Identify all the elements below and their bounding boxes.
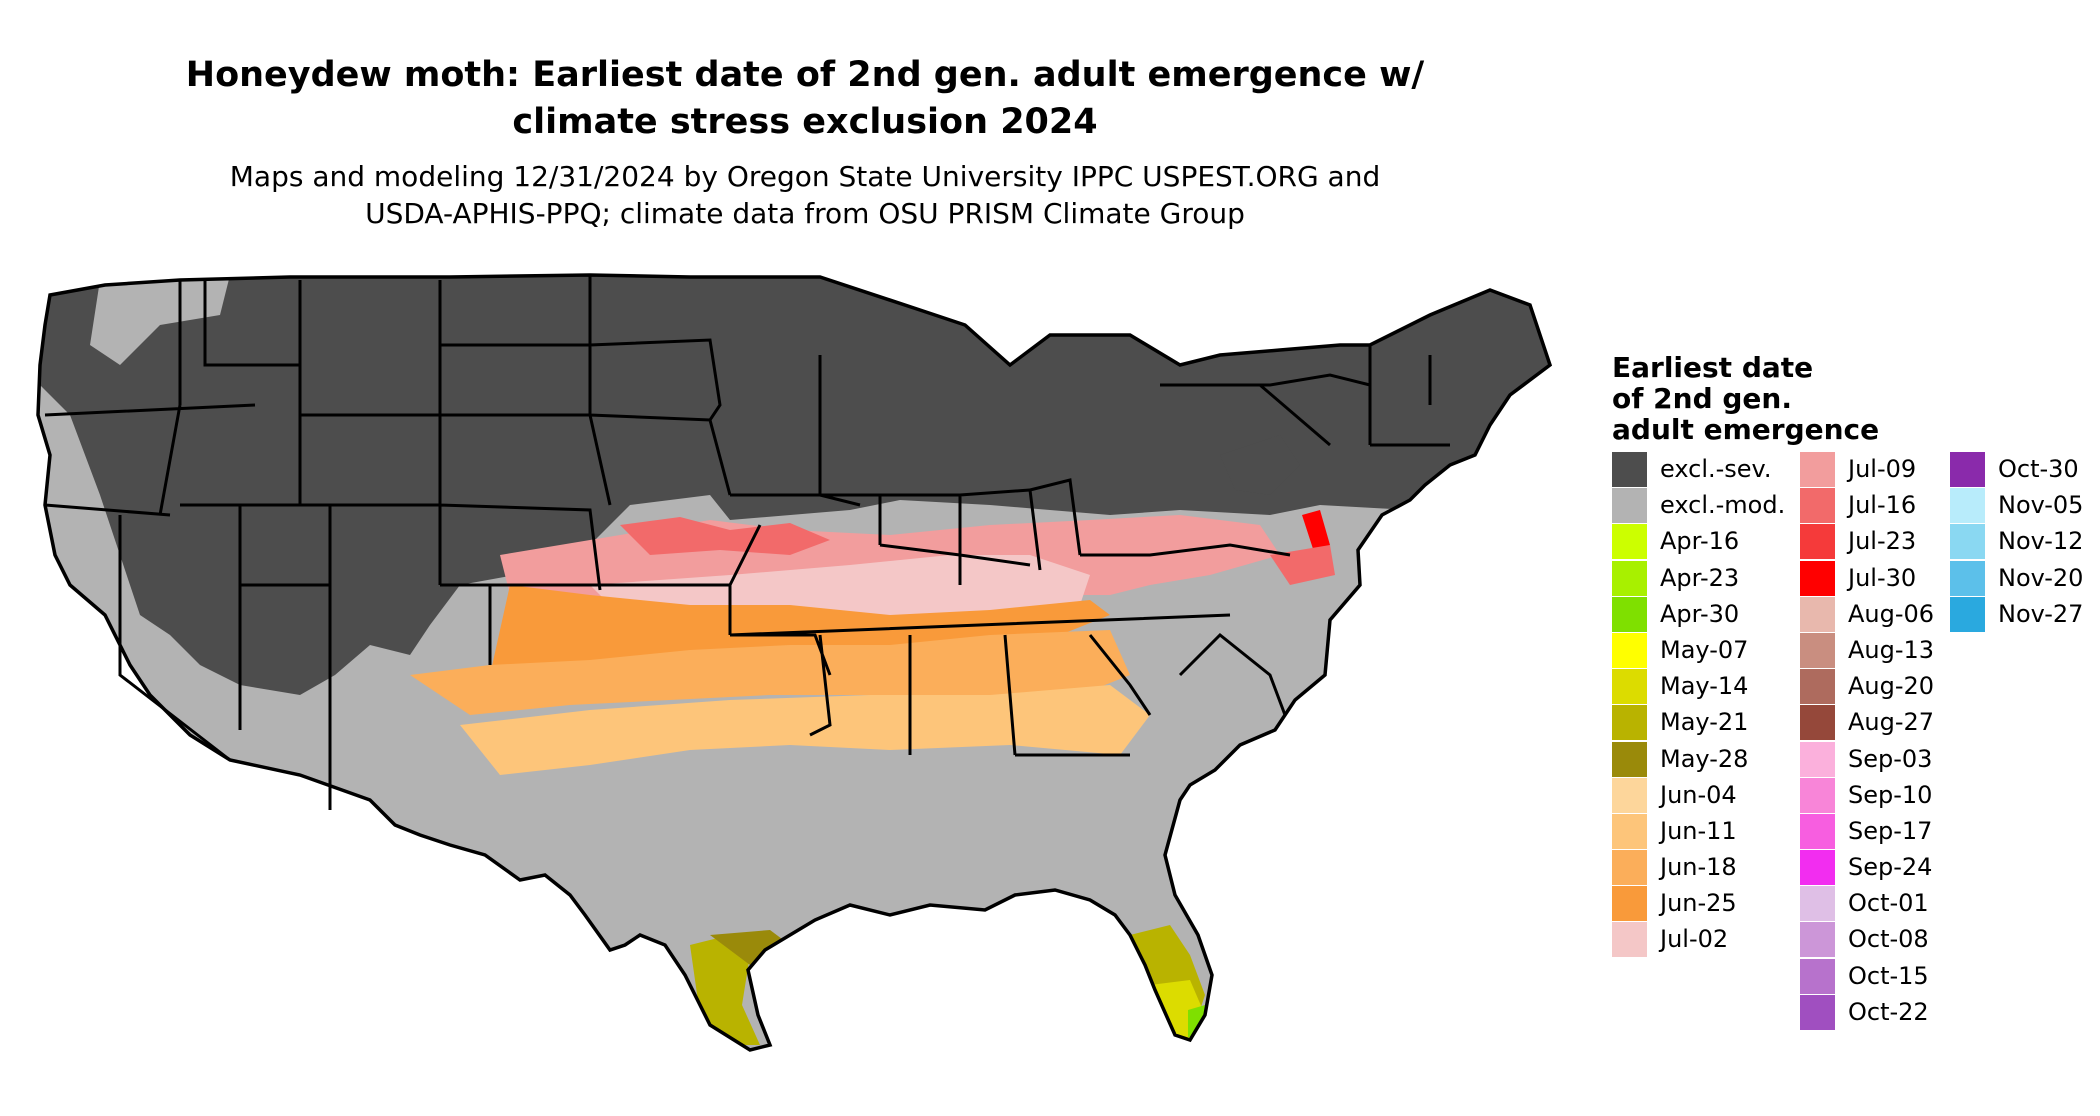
legend-label: Oct-22 <box>1848 997 1929 1026</box>
legend-swatch <box>1800 596 1835 632</box>
legend-swatch <box>1950 596 1985 632</box>
legend-label: Jul-02 <box>1660 925 1729 954</box>
legend-swatch <box>1612 741 1647 777</box>
legend-label: Jul-30 <box>1848 563 1917 592</box>
legend-label: Aug-13 <box>1848 635 1935 664</box>
band-may-28-tx <box>710 930 790 965</box>
legend-label: excl.-mod. <box>1660 491 1786 520</box>
legend-label: Sep-03 <box>1848 744 1933 773</box>
subtitle-line-2: USDA-APHIS-PPQ; climate data from OSU PR… <box>365 197 1245 230</box>
legend-label: Jun-18 <box>1660 853 1737 882</box>
legend-label: Nov-27 <box>1998 599 2084 628</box>
legend-swatch <box>1950 452 1985 487</box>
legend-swatch <box>1800 886 1835 922</box>
map-subtitle: Maps and modeling 12/31/2024 by Oregon S… <box>0 158 1610 232</box>
legend-label: Jul-23 <box>1848 527 1917 556</box>
legend-label: Sep-10 <box>1848 780 1933 809</box>
map-title: Honeydew moth: Earliest date of 2nd gen.… <box>0 52 1610 146</box>
legend-label: May-28 <box>1660 744 1749 773</box>
legend-title: Earliest date of 2nd gen. adult emergenc… <box>1612 352 1879 445</box>
legend-swatch <box>1612 524 1647 560</box>
legend-swatch <box>1612 488 1647 524</box>
excl-sev-appalachia <box>1220 435 1300 495</box>
legend-swatch <box>1612 850 1647 886</box>
title-line-1: Honeydew moth: Earliest date of 2nd gen.… <box>185 55 1425 95</box>
title-line-2: climate stress exclusion 2024 <box>512 102 1098 142</box>
legend-swatch <box>1800 452 1835 487</box>
legend-label: Apr-23 <box>1660 563 1740 592</box>
legend-label: May-21 <box>1660 708 1749 737</box>
legend-label: Jul-09 <box>1848 455 1917 483</box>
legend-label: Oct-15 <box>1848 961 1929 990</box>
legend-swatch <box>1800 560 1835 596</box>
legend-swatch <box>1612 886 1647 922</box>
legend-swatch <box>1800 488 1835 524</box>
legend-label: Jun-11 <box>1660 816 1737 845</box>
legend-swatch <box>1612 596 1647 632</box>
legend-label: Nov-05 <box>1998 491 2084 520</box>
legend-label: Oct-01 <box>1848 889 1929 918</box>
us-map <box>36 273 1552 1052</box>
legend-swatch <box>1612 705 1647 741</box>
band-jun-25 <box>490 585 1110 675</box>
legend-label: Sep-17 <box>1848 816 1933 845</box>
legend-label: May-14 <box>1660 672 1749 701</box>
band-delmarva <box>1302 510 1330 555</box>
excl-sev-region <box>38 275 1550 695</box>
legend-swatch <box>1612 813 1647 849</box>
legend-label: Sep-24 <box>1848 853 1933 882</box>
legend-title-line-3: adult emergence <box>1612 413 1880 446</box>
legend-label: Oct-30 <box>1998 455 2079 483</box>
legend-label: Nov-20 <box>1998 563 2084 592</box>
subtitle-line-1: Maps and modeling 12/31/2024 by Oregon S… <box>229 160 1381 193</box>
legend-label: Jun-04 <box>1660 780 1737 809</box>
legend-label: Jun-25 <box>1660 889 1737 918</box>
legend-swatch <box>1612 452 1647 487</box>
legend-swatch <box>1950 560 1985 596</box>
legend-label: excl.-sev. <box>1660 455 1772 483</box>
legend-label: Oct-08 <box>1848 925 1929 954</box>
legend-swatch <box>1612 560 1647 596</box>
legend-title-line-2: of 2nd gen. <box>1612 382 1792 415</box>
band-jun-11 <box>460 685 1150 775</box>
excl-mod-nw <box>90 275 230 365</box>
legend-swatch <box>1950 488 1985 524</box>
legend-label: Jul-16 <box>1848 491 1917 520</box>
legend-swatch <box>1612 669 1647 705</box>
legend-swatch <box>1800 777 1835 813</box>
legend-swatch <box>1800 813 1835 849</box>
legend-title-line-1: Earliest date <box>1612 351 1814 384</box>
band-jul-dark <box>620 517 830 555</box>
legend-swatch <box>1800 705 1835 741</box>
band-jun-18 <box>410 630 1130 715</box>
legend-swatch <box>1800 741 1835 777</box>
legend-label: Apr-16 <box>1660 527 1740 556</box>
legend-swatch <box>1800 669 1835 705</box>
legend-label: Aug-20 <box>1848 672 1935 701</box>
legend-swatch <box>1612 632 1647 668</box>
legend-swatch <box>1800 850 1835 886</box>
state-boundaries <box>36 273 1552 1052</box>
legend-swatch <box>1800 922 1835 958</box>
legend-swatch <box>1800 994 1835 1030</box>
legend-label: May-07 <box>1660 635 1749 664</box>
legend-swatch <box>1950 524 1985 560</box>
legend-swatch <box>1800 632 1835 668</box>
legend-swatch <box>1612 777 1647 813</box>
legend-swatch <box>1800 958 1835 994</box>
legend-label: Apr-30 <box>1660 599 1740 628</box>
legend-swatch <box>1800 524 1835 560</box>
legend-label: Aug-06 <box>1848 599 1935 628</box>
legend-label: Aug-27 <box>1848 708 1935 737</box>
legend-label: Nov-12 <box>1998 527 2084 556</box>
legend-swatch <box>1612 922 1647 958</box>
